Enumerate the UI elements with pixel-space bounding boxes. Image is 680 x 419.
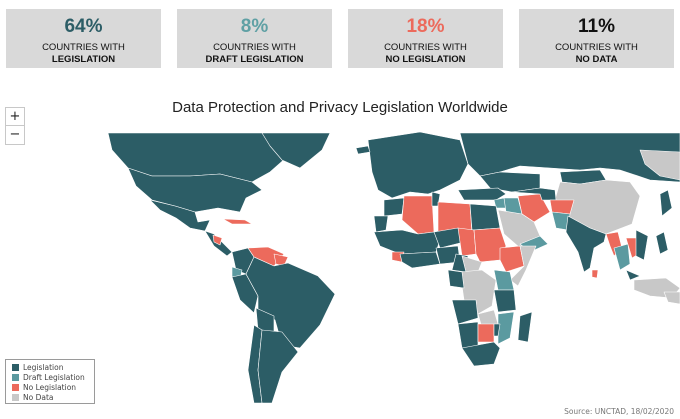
world-map[interactable] [0,120,680,407]
country-nicaragua[interactable] [212,234,223,246]
legend-item-draft: Draft Legislation [12,373,94,383]
legend-item-legislation: Legislation [12,363,94,373]
zoom-control: + − [5,107,25,145]
country-vietnam[interactable] [635,229,649,261]
country-sahel-west[interactable] [373,229,441,255]
country-somalia[interactable] [509,245,537,287]
country-mozambique[interactable] [497,311,515,345]
country-tanzania[interactable] [493,289,517,313]
stat-value-no-legislation: 18% [406,16,445,37]
stat-card-draft: 8% COUNTRIES WITH DRAFT LEGISLATION [177,9,332,68]
legend-swatch [12,364,19,371]
country-iran[interactable] [517,193,551,223]
country-south-africa[interactable] [461,341,501,367]
country-peru[interactable] [231,273,259,314]
country-east-asia-nodata[interactable] [639,149,680,181]
country-madagascar[interactable] [517,311,533,343]
legend-swatch [12,394,19,401]
legend-label: No Data [23,393,54,402]
stat-line2-no-legislation: NO LEGISLATION [385,54,466,65]
country-india[interactable] [565,215,607,273]
country-chad[interactable] [457,227,477,257]
stat-card-legislation: 64% COUNTRIES WITH LEGISLATION [6,9,161,68]
stat-card-no-legislation: 18% COUNTRIES WITH NO LEGISLATION [348,9,503,68]
stat-line2-legislation: LEGISLATION [51,54,116,65]
country-gabon-congo[interactable] [447,269,465,289]
country-botswana[interactable] [477,323,495,343]
country-europe[interactable] [367,131,469,199]
country-philippines[interactable] [655,231,669,255]
country-namibia[interactable] [457,321,479,349]
stats-bar: 64% COUNTRIES WITH LEGISLATION 8% COUNTR… [6,9,674,68]
zoom-in-button[interactable]: + [5,107,25,126]
country-malaysia[interactable] [625,269,641,281]
country-png[interactable] [663,291,680,305]
country-usa[interactable] [127,167,263,213]
country-egypt[interactable] [469,203,501,231]
stat-line2-draft: DRAFT LEGISLATION [205,54,304,65]
country-argentina[interactable] [257,329,299,404]
legend-swatch [12,384,19,391]
country-zimbabwe[interactable] [493,323,501,337]
country-greenland[interactable] [261,132,331,169]
country-ethiopia[interactable] [499,245,525,273]
map-legend: Legislation Draft Legislation No Legisla… [5,359,95,404]
stat-value-no-data: 11% [578,16,615,37]
stat-line1-no-data: COUNTRIES WITH [555,42,638,53]
stat-line1-no-legislation: COUNTRIES WITH [384,42,467,53]
country-morocco[interactable] [383,197,405,217]
zoom-out-button[interactable]: − [5,126,25,145]
legend-item-no-legislation: No Legislation [12,383,94,393]
legend-label: No Legislation [23,383,77,392]
country-thailand[interactable] [613,243,631,271]
country-west-africa-coast[interactable] [399,251,441,269]
country-uganda-kenya[interactable] [493,269,515,291]
country-algeria[interactable] [401,195,435,235]
stat-value-legislation: 64% [64,16,103,37]
legend-label: Legislation [23,363,64,372]
stat-value-draft: 8% [240,16,269,37]
legend-label: Draft Legislation [23,373,85,382]
country-mexico[interactable] [149,199,211,232]
stat-line2-no-data: NO DATA [575,54,618,65]
stat-line1-draft: COUNTRIES WITH [213,42,296,53]
country-japan[interactable] [659,189,673,217]
country-brazil[interactable] [245,256,336,349]
legend-item-no-data: No Data [12,393,94,403]
country-turkey[interactable] [457,187,507,201]
country-angola[interactable] [451,299,479,325]
stat-card-no-data: 11% COUNTRIES WITH NO DATA [519,9,674,68]
map-title: Data Protection and Privacy Legislation … [172,99,508,116]
country-iceland[interactable] [355,145,371,155]
stat-line1-legislation: COUNTRIES WITH [42,42,125,53]
legend-swatch [12,374,19,381]
source-note: Source: UNCTAD, 18/02/2020 [564,407,674,416]
country-cuba[interactable] [222,218,253,225]
country-western-sahara[interactable] [373,215,389,233]
country-sri-lanka[interactable] [591,269,599,279]
